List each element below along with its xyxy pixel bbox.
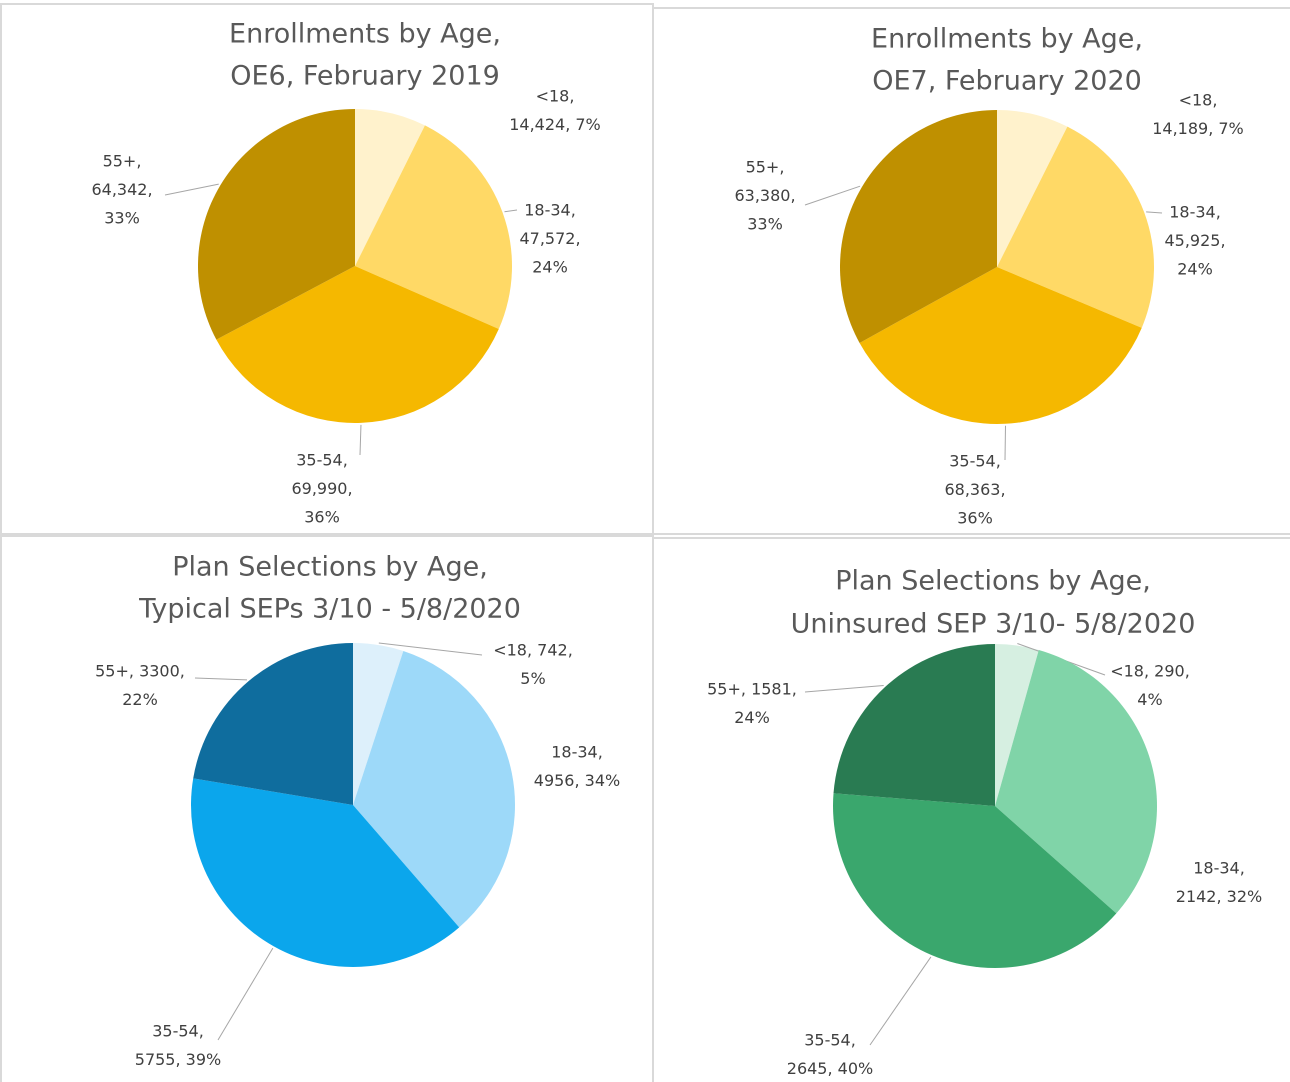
data-label: 55+, — [746, 158, 785, 177]
leader-line — [869, 956, 932, 1046]
data-label: 18-34, — [551, 743, 603, 762]
data-label: 24% — [1177, 260, 1213, 279]
data-label: 69,990, — [291, 479, 352, 498]
chart-title: Enrollments by Age, — [871, 24, 1143, 55]
chart-title: Plan Selections by Age, — [172, 552, 488, 583]
data-label: <18, — [1179, 91, 1218, 110]
pie-slice — [353, 651, 515, 928]
data-label: 35-54, — [296, 451, 348, 470]
data-label: 2645, 40% — [787, 1059, 873, 1078]
pie-slice — [353, 643, 404, 805]
chart-title: Plan Selections by Age, — [835, 566, 1151, 597]
data-label: 36% — [304, 508, 340, 527]
data-label: 55+, — [103, 152, 142, 171]
leader-line — [217, 947, 274, 1041]
data-label: 47,572, — [519, 229, 580, 248]
pie-slice — [997, 126, 1154, 328]
chart-title: Enrollments by Age, — [229, 19, 501, 50]
data-label: 5755, 39% — [135, 1050, 221, 1069]
panel-frame — [652, 537, 1290, 1082]
chart-title: Typical SEPs 3/10 - 5/8/2020 — [138, 594, 521, 625]
pie-slice — [997, 110, 1068, 267]
data-label: 2142, 32% — [1176, 887, 1262, 906]
data-label: 24% — [734, 708, 770, 727]
data-label: 35-54, — [949, 452, 1001, 471]
data-label: <18, 290, — [1110, 662, 1190, 681]
pie-slice — [197, 109, 355, 340]
data-label: 4% — [1137, 690, 1162, 709]
leader-line — [378, 642, 483, 656]
pie-slice — [191, 778, 460, 967]
pie-slice — [859, 267, 1142, 425]
pie-slice — [833, 644, 995, 806]
data-label: 14,189, 7% — [1152, 119, 1244, 138]
data-label: 68,363, — [944, 480, 1005, 499]
leader-line — [504, 209, 518, 213]
chart-title: OE7, February 2020 — [872, 66, 1142, 97]
data-label: 55+, 3300, — [95, 662, 185, 681]
data-label: 18-34, — [1169, 203, 1221, 222]
data-label: 63,380, — [734, 186, 795, 205]
pie-slice — [216, 266, 499, 423]
data-label: 5% — [520, 669, 545, 688]
chart-title: OE6, February 2019 — [230, 61, 500, 92]
data-label: 24% — [532, 258, 568, 277]
data-label: 33% — [747, 215, 783, 234]
leader-line — [194, 677, 248, 681]
data-label: 18-34, — [524, 201, 576, 220]
data-label: 35-54, — [152, 1022, 204, 1041]
data-label: 55+, 1581, — [707, 680, 797, 699]
data-label: 14,424, 7% — [509, 115, 601, 134]
pie-slice — [995, 650, 1158, 914]
data-label: 36% — [957, 509, 993, 528]
data-label: <18, 742, — [493, 641, 573, 660]
data-label: 22% — [122, 690, 158, 709]
data-label: 35-54, — [804, 1031, 856, 1050]
pie-slice — [355, 125, 512, 330]
data-label: <18, — [536, 87, 575, 106]
pie-slice — [833, 793, 1117, 968]
leader-line — [1146, 211, 1163, 214]
data-label: 18-34, — [1193, 859, 1245, 878]
leader-line — [804, 685, 884, 693]
leader-line — [164, 183, 219, 196]
data-label: 45,925, — [1164, 231, 1225, 250]
pie-slice — [193, 643, 353, 805]
pie-slice — [355, 109, 425, 266]
data-label: 64,342, — [91, 180, 152, 199]
chart-title: Uninsured SEP 3/10- 5/8/2020 — [791, 609, 1196, 640]
data-label: 4956, 34% — [534, 771, 620, 790]
panel-frame — [652, 7, 1290, 535]
leader-line — [804, 185, 861, 206]
leader-line — [359, 424, 362, 456]
pie-slice — [995, 644, 1039, 806]
data-label: 33% — [104, 209, 140, 228]
pie-slice — [839, 109, 997, 343]
